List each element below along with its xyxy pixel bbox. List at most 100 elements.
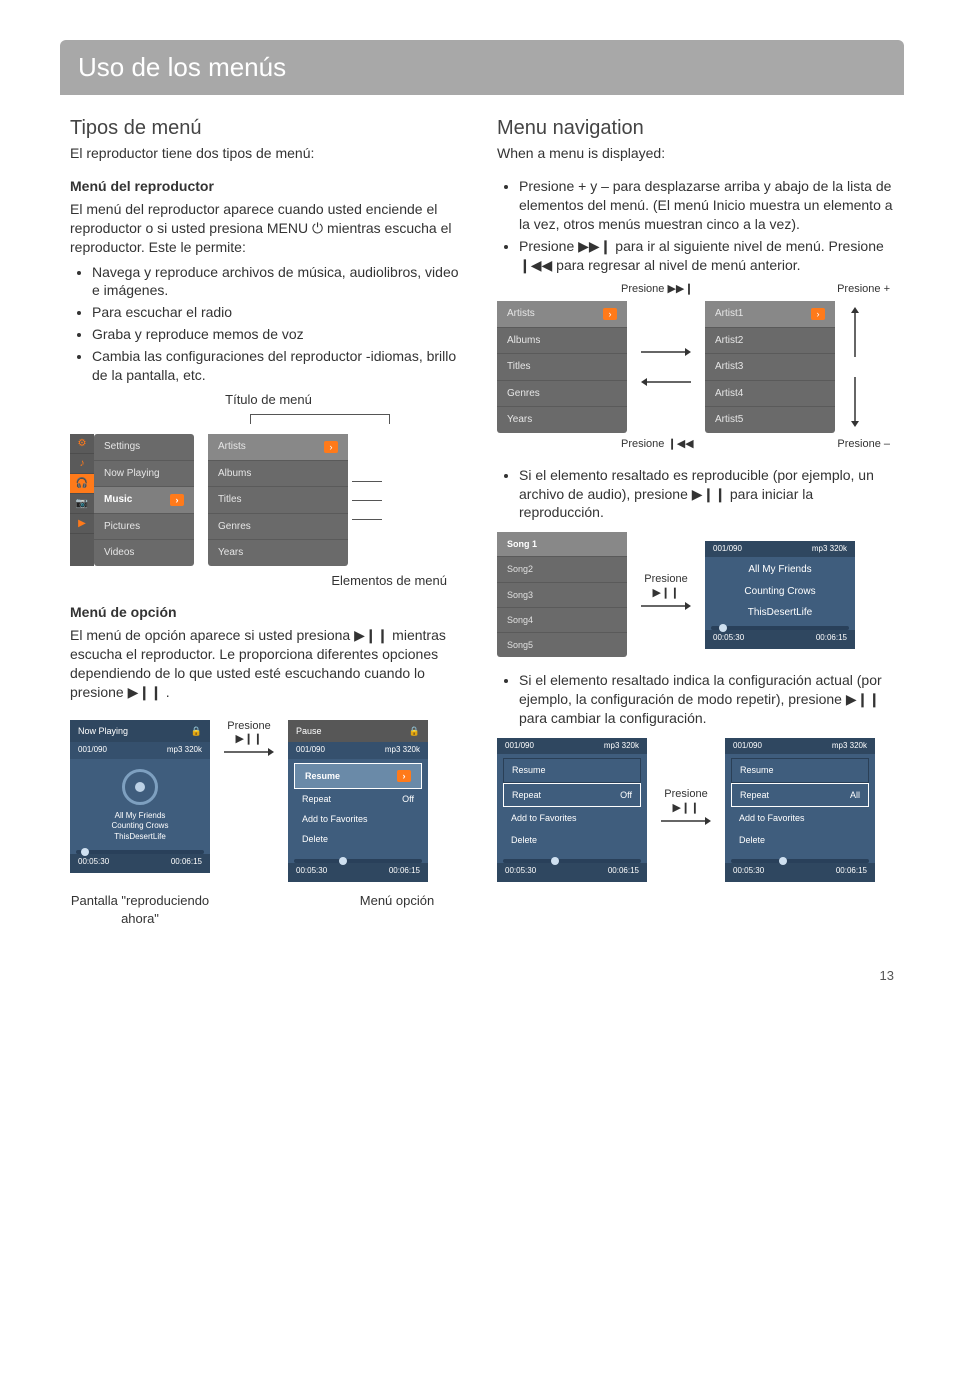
song-menu: Song 1 Song2 Song3 Song4 Song5	[497, 532, 627, 657]
tipos-subtitle: El reproductor tiene dos tipos de menú:	[70, 144, 467, 163]
song-item[interactable]: Song4	[497, 608, 627, 633]
menu-item[interactable]: Artist3	[705, 354, 835, 381]
song-item[interactable]: Song3	[497, 583, 627, 608]
label-press-prev: Presione ❙◀◀	[621, 437, 694, 452]
option-item-selected[interactable]: RepeatOff	[503, 783, 641, 807]
option-item[interactable]: Resume	[731, 758, 869, 782]
press-text: Presione	[661, 788, 711, 801]
bullet-item: Si el elemento resaltado indica la confi…	[519, 671, 894, 728]
menu-item[interactable]: Albums	[497, 328, 627, 355]
nav-bullets-3: Si el elemento resaltado indica la confi…	[519, 671, 894, 728]
home-item-selected[interactable]: Music›	[94, 487, 194, 514]
option-item-selected[interactable]: Repeat All	[731, 783, 869, 807]
option-label: Resume	[740, 764, 774, 776]
track-name: All My Friends	[78, 811, 202, 821]
menu-item-selected[interactable]: Artist1›	[705, 301, 835, 328]
home-item[interactable]: Pictures	[94, 514, 194, 541]
song-item-selected[interactable]: Song 1	[497, 532, 627, 557]
time-total: 00:06:15	[816, 633, 847, 644]
np-subheader: 001/090 mp3 320k	[70, 742, 210, 759]
option-item[interactable]: Delete	[503, 829, 641, 851]
menu-item[interactable]: Titles	[208, 487, 348, 514]
pause-subheader: 001/090 mp3 320k	[288, 742, 428, 759]
menu-item-selected[interactable]: Artists›	[208, 434, 348, 461]
bb-body: Resume RepeatOff Add to Favorites Delete	[497, 754, 647, 855]
figure-captions: Pantalla "reproduciendo ahora" Menú opci…	[70, 892, 467, 927]
option-label: Repeat	[302, 793, 331, 805]
progress-bar[interactable]	[503, 859, 641, 863]
np-dial	[122, 769, 158, 805]
song-item[interactable]: Song5	[497, 633, 627, 657]
progress-bar[interactable]	[711, 626, 849, 630]
home-item[interactable]: Videos	[94, 540, 194, 566]
chevron-right-icon: ›	[397, 770, 411, 782]
progress-bar[interactable]	[294, 859, 422, 863]
option-item[interactable]: Add to Favorites	[294, 809, 422, 829]
label-press-plus: Presione +	[837, 282, 890, 297]
arrow-right-icon	[661, 815, 711, 827]
time-total: 00:06:15	[608, 866, 639, 877]
chevron-right-icon: ›	[324, 441, 338, 453]
option-value: Off	[620, 789, 632, 801]
bullet-item: Graba y reproduce memos de voz	[92, 325, 467, 344]
arrow-down-icon	[849, 377, 861, 427]
camera-icon: 📷	[70, 494, 94, 514]
page-number: 13	[70, 967, 894, 985]
headphones-icon: 🎧	[70, 474, 94, 494]
label-elementos: Elementos de menú	[70, 572, 447, 590]
np-codec: mp3 320k	[167, 745, 202, 756]
option-label: Repeat	[740, 789, 769, 801]
bullet-item: Navega y reproduce archivos de música, a…	[92, 263, 467, 301]
track-name: All My Friends	[705, 557, 855, 579]
menu-item[interactable]: Albums	[208, 461, 348, 488]
menu-item[interactable]: Genres	[208, 514, 348, 541]
bb-codec: mp3 320k	[832, 741, 867, 752]
figure-np-option: Now Playing 🔒 001/090 mp3 320k All My Fr…	[70, 720, 467, 882]
menu-item[interactable]: Years	[208, 540, 348, 566]
heading-option-menu: Menú de opción	[70, 603, 467, 622]
option-value: All	[850, 789, 860, 801]
option-item[interactable]: Delete	[731, 829, 869, 851]
caption-option: Menú opción	[327, 892, 467, 927]
figure-home-artists: ⚙ ♪ 🎧 📷 ▶ Settings Now Playing Music› Pi…	[70, 434, 467, 566]
menu-item[interactable]: Artist5	[705, 407, 835, 433]
home-item[interactable]: Settings	[94, 434, 194, 461]
option-item[interactable]: Add to Favorites	[731, 807, 869, 829]
settings-icon: ⚙	[70, 434, 94, 454]
menu-item[interactable]: Titles	[497, 354, 627, 381]
home-item[interactable]: Now Playing	[94, 461, 194, 488]
option-item[interactable]: Add to Favorites	[503, 807, 641, 829]
menu-item[interactable]: Artist2	[705, 328, 835, 355]
right-column: Menu navigation When a menu is displayed…	[497, 115, 894, 927]
progress-bar[interactable]	[731, 859, 869, 863]
option-item[interactable]: Delete	[294, 829, 422, 849]
menu-item[interactable]: Years	[497, 407, 627, 433]
arrow-right-icon	[641, 346, 691, 358]
option-label: Resume	[512, 764, 546, 776]
time-elapsed: 00:05:30	[505, 866, 536, 877]
bullet-item: Presione ▶▶❙ para ir al siguiente nivel …	[519, 237, 894, 275]
song-item[interactable]: Song2	[497, 557, 627, 582]
menu-item[interactable]: Artist4	[705, 381, 835, 408]
pause-times: 00:05:30 00:06:15	[288, 863, 428, 882]
option-item[interactable]: Resume	[503, 758, 641, 782]
up-down-arrows	[849, 307, 861, 427]
time-total: 00:06:15	[836, 866, 867, 877]
pointer-lines	[352, 481, 382, 520]
pointer-line	[352, 481, 382, 482]
label-press-next: Presione ▶▶❙	[621, 282, 694, 297]
option-item-selected[interactable]: Resume›	[294, 763, 422, 789]
pause-items: Resume› RepeatOff Add to Favorites Delet…	[288, 759, 428, 854]
heading-tipos: Tipos de menú	[70, 115, 467, 142]
menu-item[interactable]: Genres	[497, 381, 627, 408]
bb-times: 00:05:30 00:06:15	[705, 630, 855, 649]
bb-head: 001/090 mp3 320k	[725, 738, 875, 755]
track-name: ThisDesertLife	[78, 832, 202, 842]
progress-bar[interactable]	[76, 850, 204, 854]
pause-header: Pause 🔒	[288, 720, 428, 742]
option-item[interactable]: RepeatOff	[294, 789, 422, 809]
bullet-item: Para escuchar el radio	[92, 303, 467, 322]
play-pause-icon: ▶❙❙	[224, 733, 274, 746]
arrow-right-icon	[641, 600, 691, 612]
menu-item-selected[interactable]: Artists›	[497, 301, 627, 328]
